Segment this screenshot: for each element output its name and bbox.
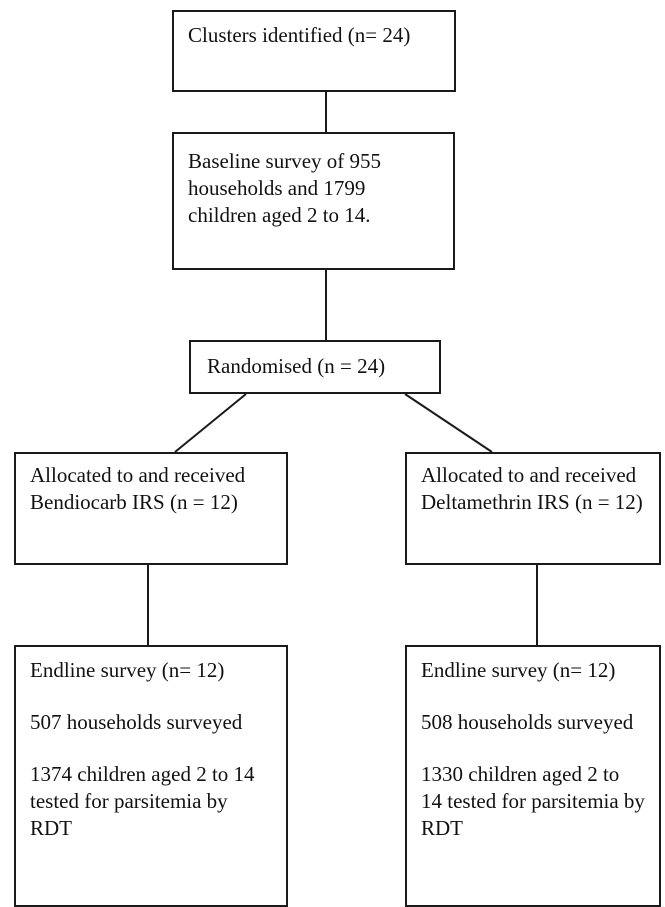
left-endline-households: 507 households surveyed [30,710,243,734]
left-arm-allocation-box: Allocated to and received Bendiocarb IRS… [14,452,288,565]
right-endline-survey-box: Endline survey (n= 12) 508 households su… [405,645,661,907]
connector-randomised-to-right-arm [404,393,493,453]
right-arm-allocation-text: Allocated to and received Deltamethrin I… [421,463,643,514]
left-endline-children: 1374 children aged 2 to 14 tested for pa… [30,762,255,840]
right-endline-title: Endline survey (n= 12) [421,658,616,682]
right-endline-children: 1330 children aged 2 to 14 tested for pa… [421,762,645,840]
baseline-survey-text: Baseline survey of 955 households and 17… [188,149,382,227]
clusters-identified-text: Clusters identified (n= 24) [188,23,411,47]
left-endline-title: Endline survey (n= 12) [30,658,225,682]
right-arm-allocation-box: Allocated to and received Deltamethrin I… [405,452,661,565]
left-arm-allocation-text: Allocated to and received Bendiocarb IRS… [30,463,246,514]
right-endline-households: 508 households surveyed [421,710,634,734]
clusters-identified-box: Clusters identified (n= 24) [172,10,456,92]
randomised-box: Randomised (n = 24) [189,340,441,394]
randomised-text: Randomised (n = 24) [207,354,386,378]
left-endline-survey-box: Endline survey (n= 12) 507 households su… [14,645,288,907]
connector-randomised-to-left-arm [174,393,247,453]
baseline-survey-box: Baseline survey of 955 households and 17… [172,132,455,270]
